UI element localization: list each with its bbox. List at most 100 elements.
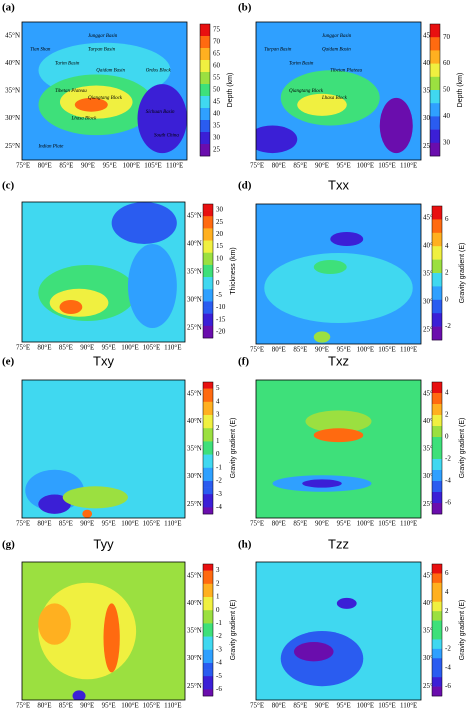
- colorbar-segment: [203, 210, 213, 217]
- colorbar-tick-label: -6: [445, 499, 451, 507]
- colorbar-tick-label: -3: [216, 645, 222, 653]
- colorbar-segment: [432, 564, 442, 574]
- lat-tick-label: 40°N: [423, 417, 438, 425]
- lon-tick-label: 75°E: [250, 162, 264, 170]
- panel-label: (d): [238, 180, 252, 192]
- lon-tick-label: 90°E: [315, 520, 329, 528]
- map-frame: [21, 561, 186, 701]
- colorbar-tick-label: 5: [216, 267, 220, 275]
- colorbar-tick-label: 4: [216, 397, 220, 405]
- lon-tick-label: 80°E: [272, 702, 286, 710]
- colorbar-segment: [203, 252, 213, 260]
- map-field: [256, 562, 421, 700]
- place-label: Tibetan Plateau: [330, 68, 362, 73]
- colorbar-segment: [203, 240, 213, 247]
- map-frame: [21, 379, 186, 519]
- colorbar-segment: [430, 24, 440, 38]
- colorbar-segment: [203, 590, 213, 598]
- lon-tick-label: 100°E: [357, 520, 375, 528]
- lon-tick-label: 75°E: [250, 346, 264, 354]
- lon-tick-label: 95°E: [102, 702, 116, 710]
- colorbar-segment: [432, 273, 442, 287]
- colorbar-segment: [432, 620, 442, 631]
- colorbar-segment: [203, 295, 213, 302]
- lon-tick-label: 100°E: [123, 162, 141, 170]
- colorbar-segment: [203, 682, 213, 690]
- lat-tick-label: 25°N: [423, 326, 438, 334]
- lon-tick-label: 80°E: [37, 344, 51, 352]
- colorbar-segment: [432, 503, 442, 515]
- lon-tick-label: 110°E: [400, 346, 417, 354]
- colorbar-segment: [203, 331, 213, 339]
- colorbar-segment: [432, 630, 442, 640]
- lon-tick-label: 85°E: [293, 520, 307, 528]
- colorbar-segment: [203, 313, 213, 321]
- colorbar-segment: [432, 219, 442, 234]
- map-frame: [255, 21, 422, 161]
- colorbar-segment: [203, 325, 213, 333]
- panel-label: (b): [238, 2, 252, 14]
- colorbar-segment: [430, 116, 440, 130]
- colorbar-segment: [200, 120, 210, 127]
- lon-tick-label: 100°E: [357, 162, 375, 170]
- colorbar-segment: [203, 301, 213, 308]
- place-label: Tibetan Plateau: [55, 89, 87, 94]
- contour-region: [313, 428, 364, 443]
- colorbar-label: Gravity gradient (E): [459, 418, 466, 479]
- place-label: Lhasa Block: [71, 117, 98, 122]
- panel-label: (g): [2, 539, 15, 551]
- colorbar-tick-label: 2: [445, 411, 449, 419]
- colorbar-segment: [200, 36, 210, 43]
- lon-tick-label: 105°E: [143, 520, 161, 528]
- colorbar-tick-label: 0: [216, 606, 220, 614]
- lon-tick-label: 110°E: [166, 162, 183, 170]
- lat-tick-label: 30°N: [423, 654, 438, 662]
- contour-region: [264, 253, 413, 323]
- colorbar-segment: [430, 90, 440, 104]
- colorbar-tick-label: -10: [216, 303, 226, 311]
- colorbar-segment: [432, 232, 442, 247]
- lat-tick-label: 30°N: [423, 472, 438, 480]
- colorbar-segment: [200, 30, 210, 37]
- colorbar-tick-label: 2: [445, 269, 449, 277]
- colorbar-segment: [203, 507, 213, 515]
- colorbar-tick-label: 4: [445, 389, 449, 397]
- colorbar-segment: [203, 467, 213, 475]
- colorbar-segment: [203, 583, 213, 591]
- contour-region: [313, 331, 331, 343]
- colorbar-segment: [203, 597, 213, 604]
- colorbar-segment: [432, 459, 442, 471]
- map-field: [256, 204, 421, 344]
- colorbar-segment: [203, 289, 213, 296]
- lat-tick-label: 40°N: [5, 59, 20, 67]
- place-label: Qiangtang Block: [289, 89, 324, 94]
- panel-title: Txx: [328, 177, 349, 192]
- contour-region: [82, 509, 93, 518]
- lon-tick-label: 100°E: [121, 702, 139, 710]
- colorbar-tick-label: 4: [445, 588, 449, 596]
- contour-region: [256, 380, 421, 518]
- lon-tick-label: 110°E: [164, 702, 181, 710]
- lon-tick-label: 110°E: [164, 520, 181, 528]
- colorbar-segment: [200, 126, 210, 133]
- colorbar-tick-label: 6: [445, 569, 449, 577]
- lon-tick-label: 90°E: [80, 702, 94, 710]
- contour-region: [127, 244, 177, 328]
- colorbar-segment: [200, 90, 210, 97]
- colorbar-segment: [203, 649, 213, 657]
- colorbar-segment: [432, 481, 442, 493]
- colorbar-frame: [431, 381, 443, 515]
- colorbar-segment: [200, 114, 210, 121]
- lon-tick-label: 95°E: [337, 520, 351, 528]
- colorbar-segment: [432, 393, 442, 405]
- lat-tick-label: 45°N: [423, 571, 438, 579]
- lon-tick-label: 85°E: [59, 520, 73, 528]
- colorbar-segment: [203, 630, 213, 637]
- colorbar-segment: [430, 37, 440, 51]
- place-label: Turpan Basin: [88, 48, 116, 53]
- lon-tick-label: 80°E: [37, 520, 51, 528]
- colorbar-segment: [432, 404, 442, 416]
- colorbar-frame: [202, 381, 214, 515]
- colorbar-tick-label: -1: [216, 463, 222, 471]
- contour-region: [72, 690, 86, 700]
